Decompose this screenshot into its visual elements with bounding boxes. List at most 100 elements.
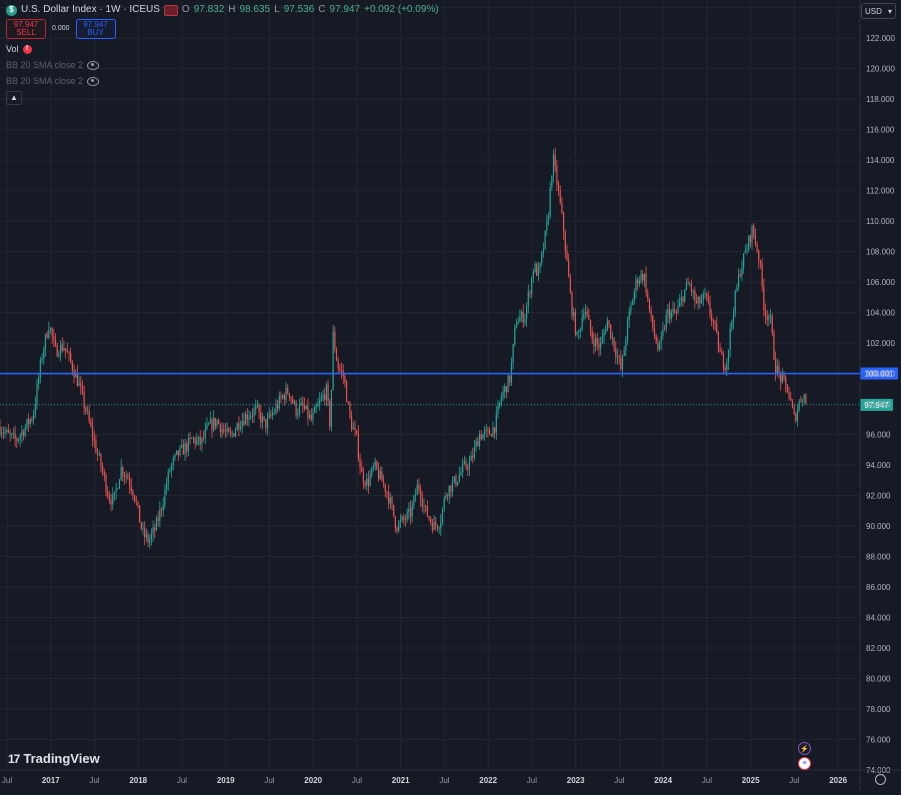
candle-body xyxy=(679,301,681,307)
x-tick-label: 2018 xyxy=(129,776,147,785)
candle-body xyxy=(310,414,312,421)
candle-body xyxy=(302,402,304,406)
last-price-tag xyxy=(860,398,893,411)
candle-body xyxy=(169,470,171,472)
candle-body xyxy=(273,412,275,414)
candle-body xyxy=(239,427,242,430)
y-tick-label: 92.000 xyxy=(866,492,891,501)
candle-body xyxy=(66,350,68,353)
candle-body xyxy=(655,335,657,344)
candle-body xyxy=(71,361,73,371)
candle-body xyxy=(465,461,467,468)
candle-body xyxy=(453,476,455,482)
candle-body xyxy=(372,466,375,468)
candle-body xyxy=(216,420,218,427)
y-tick-label: 120.000 xyxy=(866,65,895,74)
candle-body xyxy=(699,296,701,304)
candle-body xyxy=(485,429,487,431)
candle-body xyxy=(581,317,583,330)
market-status-badge[interactable] xyxy=(163,4,178,16)
candle-body xyxy=(187,437,190,452)
candle-body xyxy=(48,329,50,338)
candle-body xyxy=(584,311,587,315)
candle-body xyxy=(201,437,203,445)
candle-body xyxy=(224,431,227,432)
candle-body xyxy=(107,491,109,497)
candle-body xyxy=(288,393,290,397)
candle-body xyxy=(384,484,386,492)
candle-body xyxy=(218,420,220,424)
candle-body xyxy=(769,315,772,317)
candle-body xyxy=(312,413,314,421)
candle-body xyxy=(174,454,176,459)
candle-body xyxy=(317,403,319,407)
candle-body xyxy=(56,344,58,357)
candle-body xyxy=(520,311,523,318)
candle-body xyxy=(189,437,191,439)
candle-body xyxy=(413,495,415,506)
symbol-row[interactable]: $ U.S. Dollar Index · 1W · ICEUS O 97.832… xyxy=(6,4,439,16)
candle-body xyxy=(576,331,578,335)
candle-body xyxy=(589,319,592,333)
candle-body xyxy=(458,474,460,482)
candle-body xyxy=(721,351,723,355)
warning-icon[interactable]: ! xyxy=(22,44,32,54)
buy-button[interactable]: 97.947 BUY xyxy=(75,19,116,39)
indicator-bb-1[interactable]: BB 20 SMA close 2 xyxy=(6,59,439,71)
x-tick-label: 2023 xyxy=(567,776,585,785)
candle-body xyxy=(371,467,373,476)
candle-body xyxy=(542,248,545,253)
symbol-title[interactable]: U.S. Dollar Index · 1W · ICEUS xyxy=(21,4,160,15)
currency-selector[interactable]: USD ▾ xyxy=(861,3,896,19)
candle-body xyxy=(280,396,282,398)
eye-icon[interactable] xyxy=(87,76,100,86)
candle-body xyxy=(305,405,307,409)
indicator-bb-2[interactable]: BB 20 SMA close 2 xyxy=(6,75,439,87)
candle-body xyxy=(133,495,136,501)
candle-body xyxy=(140,522,142,529)
sell-button[interactable]: 97.947 SELL xyxy=(6,19,46,39)
candle-body xyxy=(226,428,228,432)
candle-body xyxy=(300,402,302,406)
candle-body xyxy=(91,426,94,439)
chevron-up-icon[interactable]: ▲ xyxy=(6,91,22,105)
candle-body xyxy=(748,235,750,250)
candle-body xyxy=(754,235,757,245)
candle-body xyxy=(356,430,358,434)
eye-icon[interactable] xyxy=(87,60,100,70)
candle-body xyxy=(354,427,356,431)
candle-body xyxy=(534,264,536,273)
high-label: H xyxy=(228,4,236,15)
candle-body xyxy=(665,315,667,330)
candle-body xyxy=(416,484,418,496)
open-label: O xyxy=(181,4,190,15)
candle-body xyxy=(764,310,767,317)
candle-body xyxy=(714,321,716,324)
candle-body xyxy=(790,397,792,401)
candle-body xyxy=(117,488,119,490)
candle-body xyxy=(26,419,28,428)
x-tick-label: 2021 xyxy=(392,776,410,785)
y-tick-label: 82.000 xyxy=(866,644,891,653)
candle-body xyxy=(667,308,669,316)
lightning-icon[interactable]: ⚡ xyxy=(798,742,811,755)
candle-body xyxy=(330,389,333,427)
indicator-volume[interactable]: Vol ! xyxy=(6,43,439,55)
us-flag-icon[interactable]: ≡ xyxy=(798,757,811,770)
candle-body xyxy=(717,332,720,351)
candle-body xyxy=(690,284,693,292)
candle-body xyxy=(569,277,571,293)
candle-body xyxy=(684,289,686,302)
candle-body xyxy=(781,374,783,383)
candle-body xyxy=(773,332,775,360)
gear-icon[interactable] xyxy=(875,774,886,785)
candle-body xyxy=(137,501,139,506)
candle-body xyxy=(406,511,408,520)
tradingview-logo[interactable]: 17 TradingView xyxy=(8,751,100,766)
candle-body xyxy=(43,349,45,359)
candle-body xyxy=(164,489,166,505)
candle-body xyxy=(404,519,407,521)
